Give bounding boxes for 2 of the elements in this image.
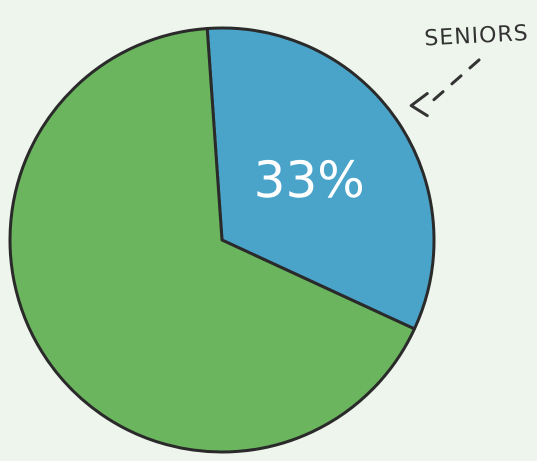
slice-label: SENIORS [424,21,530,52]
data-label: 33% [254,150,365,209]
